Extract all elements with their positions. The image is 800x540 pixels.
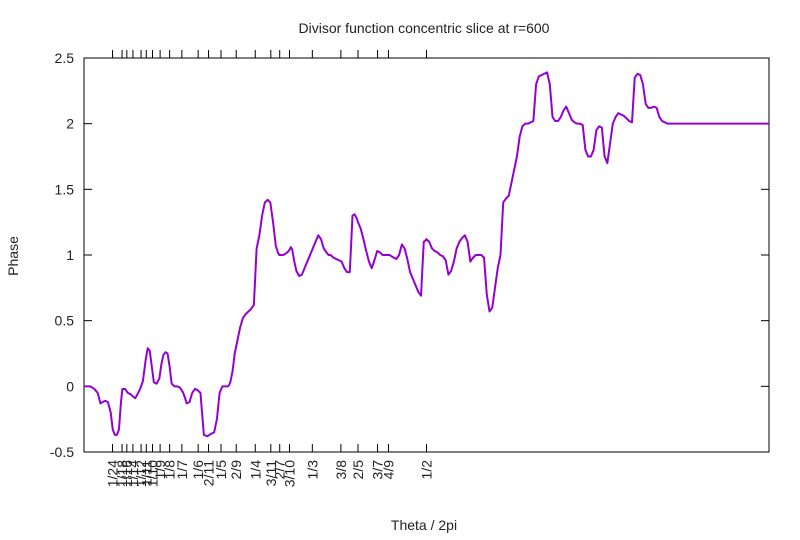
x-tick-label: 1/5 <box>213 460 229 480</box>
x-tick-label: 1/11 <box>138 460 154 486</box>
x-tick-label: 3/7 <box>370 460 386 480</box>
x-tick-label: 1/16 <box>119 460 135 487</box>
x-tick-label: 1/8 <box>162 460 178 480</box>
x-tick-label: 2/11 <box>201 460 217 486</box>
series-line <box>84 71 769 438</box>
y-axis-label: Phase <box>5 236 21 276</box>
x-tick-label: 1/7 <box>174 460 190 480</box>
x-tick-label: 1/9 <box>152 460 168 480</box>
x-tick-label: 1/24 <box>105 460 121 487</box>
x-tick-label: 1/12 <box>133 460 149 487</box>
y-tick-label: 0 <box>66 378 74 394</box>
x-tick-label: 1/3 <box>304 460 320 480</box>
x-tick-label: 2/5 <box>350 460 366 480</box>
y-tick-label: 0.5 <box>55 313 75 329</box>
x-tick-label: 3/11 <box>263 460 279 486</box>
x-tick-label: 1/10 <box>145 460 161 487</box>
y-tick-label: 1.5 <box>55 181 75 197</box>
y-tick-label: 1 <box>66 247 74 263</box>
y-tick-label: -0.5 <box>50 444 74 460</box>
y-tick-label: 2.5 <box>55 50 75 66</box>
x-tick-label: 3/10 <box>282 460 298 487</box>
x-tick-label: 1/14 <box>125 460 141 487</box>
x-tick-label: 4/9 <box>380 460 396 480</box>
x-tick-label: 2/7 <box>272 460 288 480</box>
x-tick-label: 2/9 <box>228 460 244 480</box>
plot-frame <box>83 57 770 453</box>
series-layer <box>84 71 769 438</box>
x-tick-label: 1/6 <box>190 460 206 480</box>
x-tick-label: 1/18 <box>114 460 130 487</box>
y-tick-label: 2 <box>66 116 74 132</box>
y-axis-ticks: -0.5 0 0.5 1 1.5 2 2.5 <box>50 50 769 460</box>
x-axis-ticks: 1/241/181/161/141/121/111/101/91/81/7 1/6… <box>105 50 435 487</box>
x-tick-label: 1/4 <box>247 460 263 480</box>
x-axis-label: Theta / 2pi <box>391 517 457 533</box>
x-tick-label: 3/8 <box>333 460 349 480</box>
chart-title: Divisor function concentric slice at r=6… <box>299 20 550 36</box>
x-tick-label: 1/2 <box>419 460 435 480</box>
